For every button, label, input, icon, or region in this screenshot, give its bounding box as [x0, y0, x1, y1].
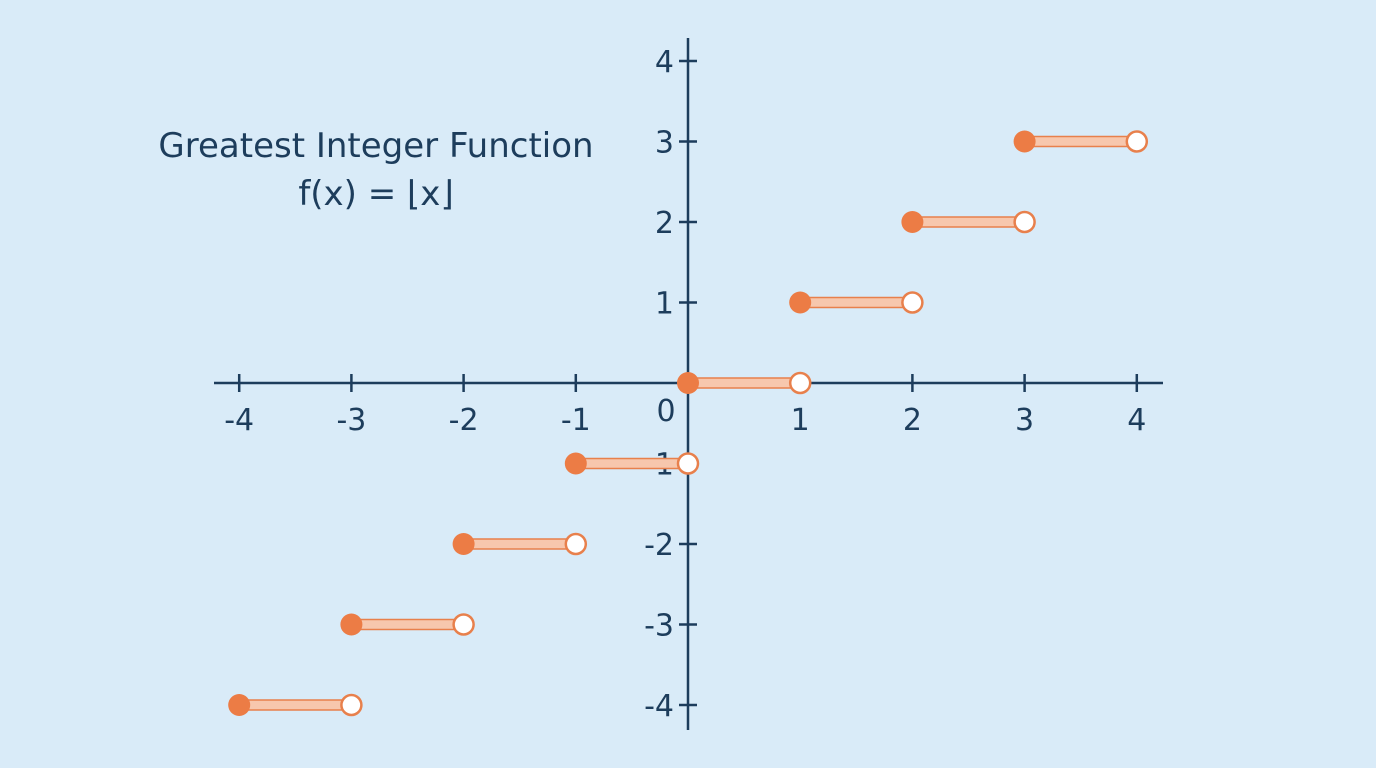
closed-endpoint [228, 694, 251, 716]
open-endpoint [788, 371, 812, 395]
closed-endpoint [901, 211, 924, 233]
step-segment [340, 613, 475, 636]
closed-endpoint [1013, 130, 1036, 153]
x-tick-label: -4 [224, 403, 254, 438]
step-bar [575, 457, 689, 470]
step-segment [901, 210, 1036, 234]
y-tick-label: 4 [655, 45, 674, 80]
x-tick-label: 2 [903, 403, 922, 438]
step-bar [911, 216, 1026, 228]
step-bar [799, 296, 914, 309]
open-endpoint [340, 693, 363, 717]
step-segment [564, 452, 700, 475]
closed-endpoint [789, 291, 812, 314]
y-tick-label: 3 [655, 126, 674, 161]
x-tick-label: -3 [336, 403, 366, 438]
closed-endpoint [340, 613, 363, 636]
closed-endpoint [452, 533, 475, 555]
x-ticks: -4 -3 -2 -1 1 2 3 4 [224, 374, 1146, 438]
x-tick-label: -2 [449, 403, 479, 438]
open-endpoint [452, 613, 475, 636]
step-bar [462, 538, 577, 550]
y-tick-label: 2 [655, 206, 674, 241]
open-endpoint [564, 532, 588, 556]
y-tick-label: 1 [655, 287, 674, 322]
step-segments [228, 130, 1149, 717]
x-tick-label: 1 [791, 403, 810, 438]
step-bar [687, 377, 801, 389]
x-tick-label: 3 [1015, 403, 1034, 438]
step-bar [350, 618, 465, 631]
chart-title: Greatest Integer Function [158, 126, 593, 166]
open-endpoint [901, 291, 924, 314]
y-tick-label: -4 [644, 689, 674, 724]
step-segment [228, 693, 363, 717]
step-segment [452, 532, 588, 556]
open-endpoint [1013, 210, 1036, 234]
x-tick-label: 4 [1127, 403, 1146, 438]
y-tick-label: -2 [644, 528, 674, 563]
step-segment [677, 371, 812, 395]
step-segment [789, 291, 924, 314]
y-tick-label: -3 [644, 609, 674, 644]
open-endpoint [1125, 130, 1149, 153]
origin-label: 0 [656, 394, 675, 429]
step-bar [238, 699, 353, 711]
chart-subtitle: f(x) = ⌊x⌋ [298, 174, 453, 214]
open-endpoint [676, 452, 700, 475]
step-segment [1013, 130, 1149, 153]
step-bar [1023, 135, 1138, 148]
x-tick-label: -1 [561, 403, 591, 438]
closed-endpoint [564, 452, 587, 475]
closed-endpoint [677, 372, 699, 394]
